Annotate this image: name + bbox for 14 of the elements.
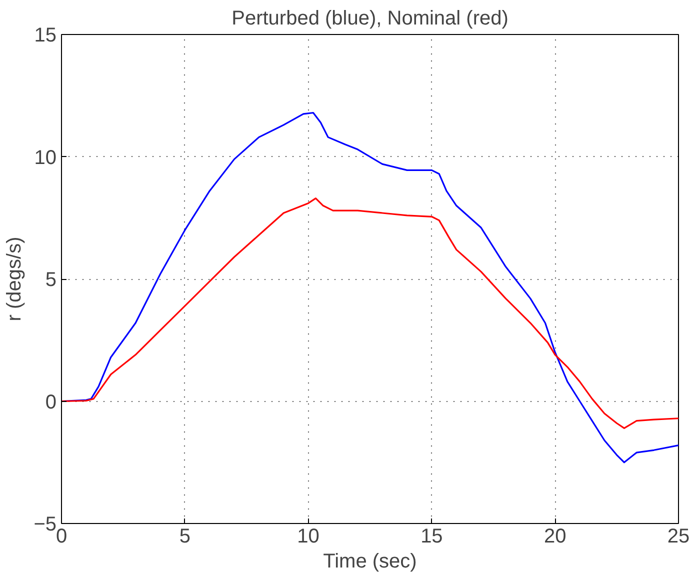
y-tick-label: 5 [45, 269, 56, 291]
y-tick-label: 15 [34, 24, 57, 46]
y-tick-label: −5 [34, 514, 57, 536]
x-tick-label: 20 [544, 526, 566, 548]
x-tick-label: 10 [297, 526, 320, 548]
line-series [62, 198, 678, 429]
y-tick-label: 0 [45, 391, 56, 414]
x-tick-label: 15 [420, 526, 443, 548]
x-tick-label: 25 [667, 526, 690, 548]
x-axis-title: Time (sec) [323, 550, 417, 572]
x-tick-label: 5 [179, 526, 190, 548]
chart-title: Perturbed (blue), Nominal (red) [232, 8, 508, 30]
y-axis-title: r (degs/s) [4, 236, 26, 322]
y-tick-label: 10 [34, 146, 57, 169]
